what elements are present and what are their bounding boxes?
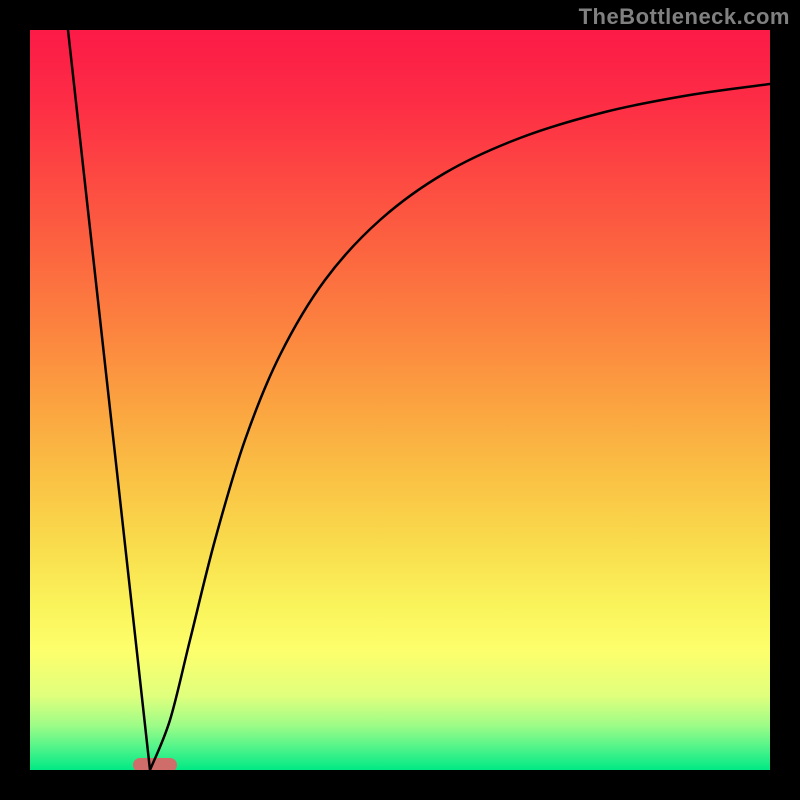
gradient-background [30,30,770,770]
chart-container: TheBottleneck.com [0,0,800,800]
watermark-text: TheBottleneck.com [579,4,790,30]
bottleneck-chart [0,0,800,800]
